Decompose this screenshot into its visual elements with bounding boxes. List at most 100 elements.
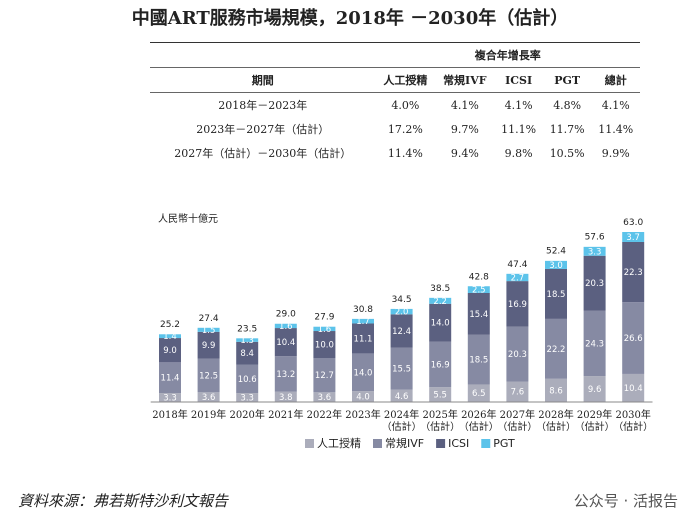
bar-segment	[583, 246, 606, 256]
bar-segment	[313, 331, 336, 359]
value-label: 20.3	[508, 350, 527, 360]
bar-segment	[197, 358, 220, 393]
value-label: 18.5	[547, 290, 566, 300]
bar-segment	[390, 389, 413, 402]
value-label: 2.2	[433, 297, 447, 307]
table-cell: 9.4%	[450, 146, 479, 160]
column-header: PGT	[542, 67, 592, 93]
value-label: 16.9	[431, 360, 450, 370]
bar-segment	[583, 255, 606, 311]
bar-segment	[545, 378, 567, 402]
bar-segment	[583, 376, 606, 402]
bar-segment	[390, 308, 413, 315]
total-label: 57.6	[585, 233, 605, 243]
column-header: 總計	[591, 67, 640, 93]
value-label: 22.3	[624, 268, 643, 278]
total-label: 27.4	[199, 314, 219, 324]
bar-segment	[352, 353, 374, 392]
table-cell: 9.7%	[450, 122, 479, 136]
bar-segment	[236, 393, 259, 402]
value-label: 2.0	[395, 308, 409, 318]
bar-segment	[390, 347, 413, 390]
value-label: 13.2	[276, 370, 295, 380]
column-header: ICSI	[494, 67, 543, 93]
value-label: 4.0	[356, 393, 370, 403]
x-tick-label: 2025年（估計）	[420, 410, 461, 433]
bar-segment	[467, 292, 490, 335]
table-cell: 4.1%	[504, 98, 533, 112]
bar-segment	[467, 334, 490, 385]
table-cell: 17.2%	[387, 122, 423, 136]
value-label: 11.4	[161, 374, 180, 384]
value-label: 8.6	[549, 386, 563, 396]
bar-segment	[622, 373, 645, 402]
total-label: 30.8	[353, 305, 373, 315]
bar-segment	[197, 331, 220, 359]
total-label: 63.0	[623, 218, 643, 228]
value-label: 1.5	[202, 326, 216, 336]
bar-segment	[429, 303, 452, 342]
bar-segment	[506, 281, 529, 327]
x-tick-label: 2018年	[152, 410, 188, 421]
legend-label: PGT	[493, 437, 515, 450]
table-cell: 11.7%	[549, 122, 585, 136]
bar-segment	[545, 318, 567, 379]
table-cell: 11.1%	[501, 122, 537, 136]
bar-segment	[274, 391, 297, 402]
table-row: 2023年－2027年（估計） 17.2% 9.7% 11.1% 11.7% 11.4%	[150, 117, 640, 141]
bar-segment	[429, 297, 452, 304]
value-label: 4.6	[395, 392, 409, 402]
bar-segment	[506, 326, 529, 382]
value-label: 26.6	[624, 334, 643, 344]
value-label: 10.6	[238, 375, 257, 385]
value-label: 2.5	[472, 286, 486, 296]
value-label: 1.7	[356, 317, 370, 327]
bar-segment	[197, 392, 220, 402]
total-label: 47.4	[507, 260, 527, 270]
table-cell: 4.1%	[450, 98, 479, 112]
bar-segment	[236, 364, 259, 394]
value-label: 7.6	[511, 388, 525, 398]
total-label: 23.5	[237, 325, 257, 335]
x-tick-label: 2027年（估計）	[497, 410, 538, 433]
source: 資料來源：弗若斯特沙利文報告	[18, 492, 229, 510]
value-label: 3.3	[163, 394, 177, 404]
value-label: 9.0	[163, 346, 177, 356]
x-tick-label: 2024年（估計）	[381, 410, 422, 433]
total-label: 34.5	[392, 295, 412, 305]
value-label: 1.6	[279, 322, 293, 332]
bar-segment	[236, 338, 259, 342]
bar-segment	[583, 310, 606, 377]
bar-segment	[506, 273, 529, 282]
value-label: 12.7	[315, 371, 334, 381]
bar-segment	[236, 341, 259, 365]
x-tick-label: 2028年（估計）	[536, 410, 576, 433]
total-label: 38.5	[430, 284, 450, 294]
bar-segment	[506, 381, 529, 402]
legend-label: 人工授精	[317, 436, 361, 450]
bar-segment	[429, 387, 452, 402]
x-tick-label: 2021年	[268, 410, 304, 421]
bar-segment	[467, 286, 490, 293]
bar-segment	[313, 358, 336, 393]
total-label: 25.2	[160, 320, 180, 330]
table-cell: 4.0%	[391, 98, 420, 112]
value-label: 9.6	[588, 385, 602, 395]
bar-segment	[313, 326, 336, 332]
value-label: 10.0	[315, 341, 334, 351]
legend-swatch	[436, 439, 446, 448]
table-cell: 4.8%	[553, 98, 582, 112]
value-label: 3.3	[588, 247, 602, 257]
title: 中國ART服務市場規模，2018年 －2030年（估計）	[131, 8, 569, 29]
column-header: 常規IVF	[435, 67, 495, 93]
chart: 人民幣十億元 3.3 11.4 9.0 1.4 25.2 3.6 12.5 9.9 1.5 27.4…	[150, 212, 653, 450]
bar-segment	[545, 268, 567, 319]
value-label: 9.9	[202, 341, 216, 351]
value-label: 15.5	[392, 365, 411, 375]
table-cell: 10.5%	[549, 146, 585, 160]
x-tick-label: 2022年	[306, 410, 343, 421]
y-axis-label: 人民幣十億元	[158, 212, 218, 225]
value-label: 10.4	[276, 338, 295, 348]
value-label: 8.4	[240, 349, 254, 359]
